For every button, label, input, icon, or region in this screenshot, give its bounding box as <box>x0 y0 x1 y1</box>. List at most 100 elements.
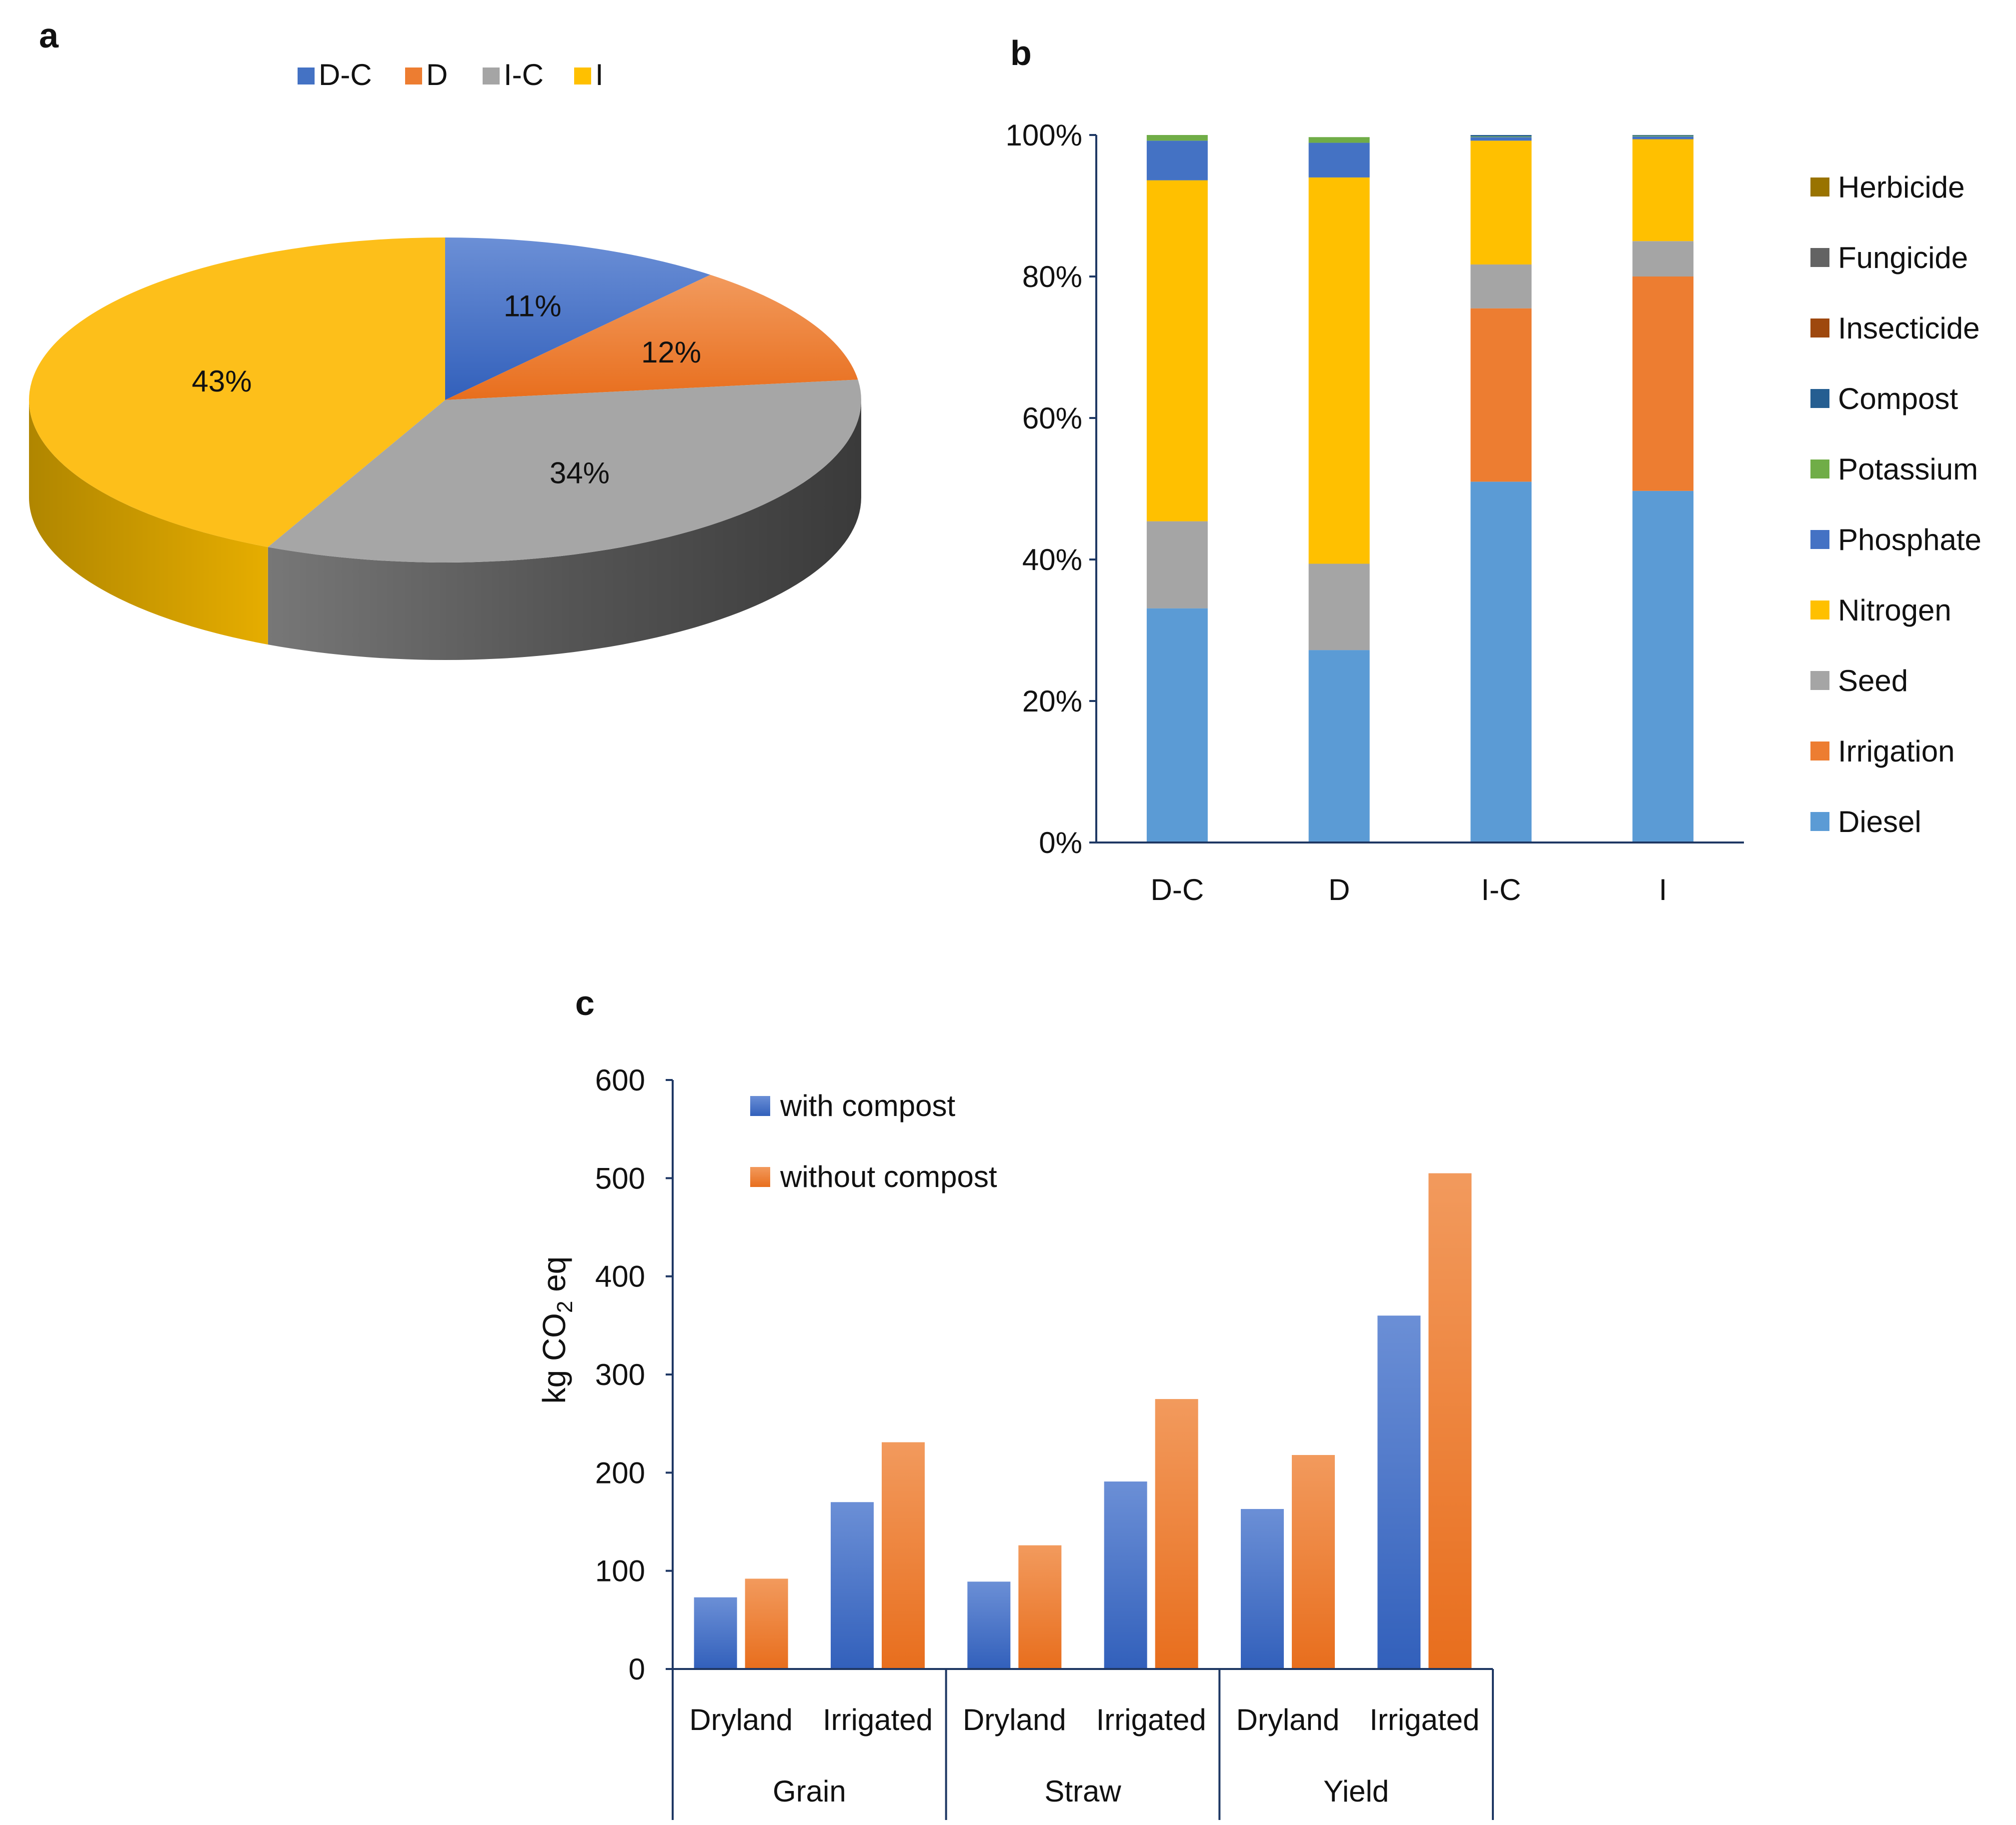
stacked-segment-seed <box>1146 521 1208 608</box>
y-tick-label: 500 <box>595 1162 645 1195</box>
grouped-y-axis: 0 100 200 300 400 500 600 <box>595 1064 674 1686</box>
x-category-label: Irrigated <box>1096 1703 1206 1736</box>
stacked-segment-diesel <box>1470 482 1532 842</box>
grouped-bar-panel: c kg CO2 eq 0 100 200 300 400 500 600 Dryland I… <box>536 984 1494 1820</box>
stacked-segment-phosphate <box>1470 137 1532 141</box>
legend-swatch-without-compost <box>750 1167 770 1187</box>
y-tick-label: 80% <box>1022 260 1082 294</box>
grouped-x-axis: Dryland Irrigated Dryland Irrigated Dryland I… <box>672 1668 1494 1820</box>
legend-swatch-i <box>574 68 591 84</box>
stacked-y-axis: 0% 20% 40% 60% 80% 100% <box>1006 118 1097 860</box>
pie-side-i <box>29 400 268 645</box>
legend-swatch-fungicide <box>1810 248 1829 267</box>
legend-label-phosphate: Phosphate <box>1838 523 1981 556</box>
x-category-label: Dryland <box>963 1703 1066 1736</box>
bar-with-compost <box>967 1582 1011 1669</box>
panel-label-a: a <box>39 16 59 55</box>
pie-slice-i-c <box>268 380 861 563</box>
pie-side-i-c <box>268 400 861 660</box>
x-category-label: Dryland <box>1236 1703 1340 1736</box>
legend-swatch-insecticide <box>1810 318 1829 338</box>
stacked-segment-nitrogen <box>1146 180 1208 522</box>
pie-chart-panel: a D-C D I-C I 11% 12% 34% 43% <box>29 16 861 660</box>
legend-label-insecticide: Insecticide <box>1838 312 1979 345</box>
legend-label-d-c: D-C <box>319 58 372 92</box>
legend-label-i: I <box>595 58 604 92</box>
stacked-x-axis: D-C D I-C I <box>1096 842 1744 906</box>
stacked-segment-irrigation <box>1632 276 1694 491</box>
legend-label-d: D <box>426 58 448 92</box>
legend-label-fungicide: Fungicide <box>1838 241 1968 274</box>
stacked-segment-compost <box>1632 135 1694 136</box>
stacked-segment-irrigation <box>1470 308 1532 482</box>
pie-label-i: 43% <box>192 364 252 398</box>
y-tick-label: 60% <box>1022 402 1082 435</box>
stacked-segment-seed <box>1308 564 1370 650</box>
legend-swatch-i-c <box>483 68 500 84</box>
y-axis-title: kg CO2 eq <box>536 1256 577 1404</box>
x-tick-label: I-C <box>1481 873 1521 906</box>
y-tick-label: 600 <box>595 1064 645 1097</box>
bar-with-compost <box>1104 1482 1147 1669</box>
bar-with-compost <box>1241 1508 1284 1669</box>
panel-label-c: c <box>575 984 595 1022</box>
pie-legend: D-C D I-C I <box>298 58 604 92</box>
pie-3d-sides <box>29 400 861 660</box>
y-axis-title-main: kg CO <box>536 1313 572 1404</box>
stacked-segment-diesel <box>1632 490 1694 842</box>
y-tick-label: 0 <box>629 1652 645 1686</box>
x-category-label: Irrigated <box>1369 1703 1479 1736</box>
x-category-label: Dryland <box>689 1703 793 1736</box>
bar-without-compost <box>1292 1454 1335 1669</box>
bar-with-compost <box>831 1502 874 1669</box>
bar-with-compost <box>694 1597 737 1669</box>
stacked-segment-potassium <box>1308 137 1370 143</box>
legend-swatch-diesel <box>1810 812 1829 831</box>
stacked-segment-seed <box>1632 241 1694 276</box>
legend-label-potassium: Potassium <box>1838 452 1978 486</box>
legend-swatch-herbicide <box>1810 178 1829 196</box>
stacked-segment-phosphate <box>1146 140 1208 180</box>
legend-label-diesel: Diesel <box>1838 805 1921 838</box>
stacked-bars <box>1146 135 1694 842</box>
bar-without-compost <box>1155 1399 1198 1669</box>
pie-label-d: 12% <box>641 336 701 369</box>
stacked-segment-phosphate <box>1308 142 1370 178</box>
y-tick-label: 40% <box>1022 543 1082 576</box>
legend-label-herbicide: Herbicide <box>1838 170 1964 204</box>
y-tick-label: 300 <box>595 1358 645 1392</box>
stacked-legend: Herbicide Fungicide Insecticide Compost Pota… <box>1810 170 1981 838</box>
stacked-segment-nitrogen <box>1632 139 1694 242</box>
y-tick-label: 0% <box>1039 826 1082 860</box>
x-category-label: Irrigated <box>823 1703 933 1736</box>
bar-with-compost <box>1377 1316 1421 1669</box>
stacked-segment-nitrogen <box>1470 140 1532 264</box>
y-tick-label: 20% <box>1022 684 1082 718</box>
legend-swatch-d <box>405 68 422 84</box>
y-tick-label: 400 <box>595 1260 645 1294</box>
y-axis-title-subscript: 2 <box>553 1301 577 1313</box>
legend-swatch-with-compost <box>750 1096 770 1116</box>
pie-label-i-c: 34% <box>550 456 610 490</box>
stacked-segment-compost <box>1470 135 1532 136</box>
legend-label-without-compost: without compost <box>780 1160 997 1194</box>
stacked-segment-diesel <box>1146 608 1208 842</box>
y-tick-label: 100 <box>595 1554 645 1588</box>
bar-without-compost <box>1018 1545 1062 1669</box>
grouped-bars <box>694 1173 1472 1669</box>
stacked-segment-potassium <box>1146 135 1208 141</box>
stacked-segment-nitrogen <box>1308 177 1370 564</box>
legend-label-irrigation: Irrigation <box>1838 734 1954 768</box>
legend-swatch-phosphate <box>1810 530 1829 549</box>
panel-label-b: b <box>1010 34 1032 72</box>
stacked-segment-diesel <box>1308 650 1370 842</box>
stacked-segment-potassium <box>1470 136 1532 138</box>
pie-label-d-c: 11% <box>504 289 562 322</box>
x-group-label: Straw <box>1044 1774 1121 1808</box>
stacked-segment-phosphate <box>1632 136 1694 140</box>
legend-swatch-seed <box>1810 671 1829 690</box>
pie-slice-i <box>29 238 445 548</box>
y-axis-title-tail: eq <box>536 1256 572 1301</box>
legend-swatch-d-c <box>298 68 315 84</box>
legend-label-i-c: I-C <box>504 58 544 92</box>
